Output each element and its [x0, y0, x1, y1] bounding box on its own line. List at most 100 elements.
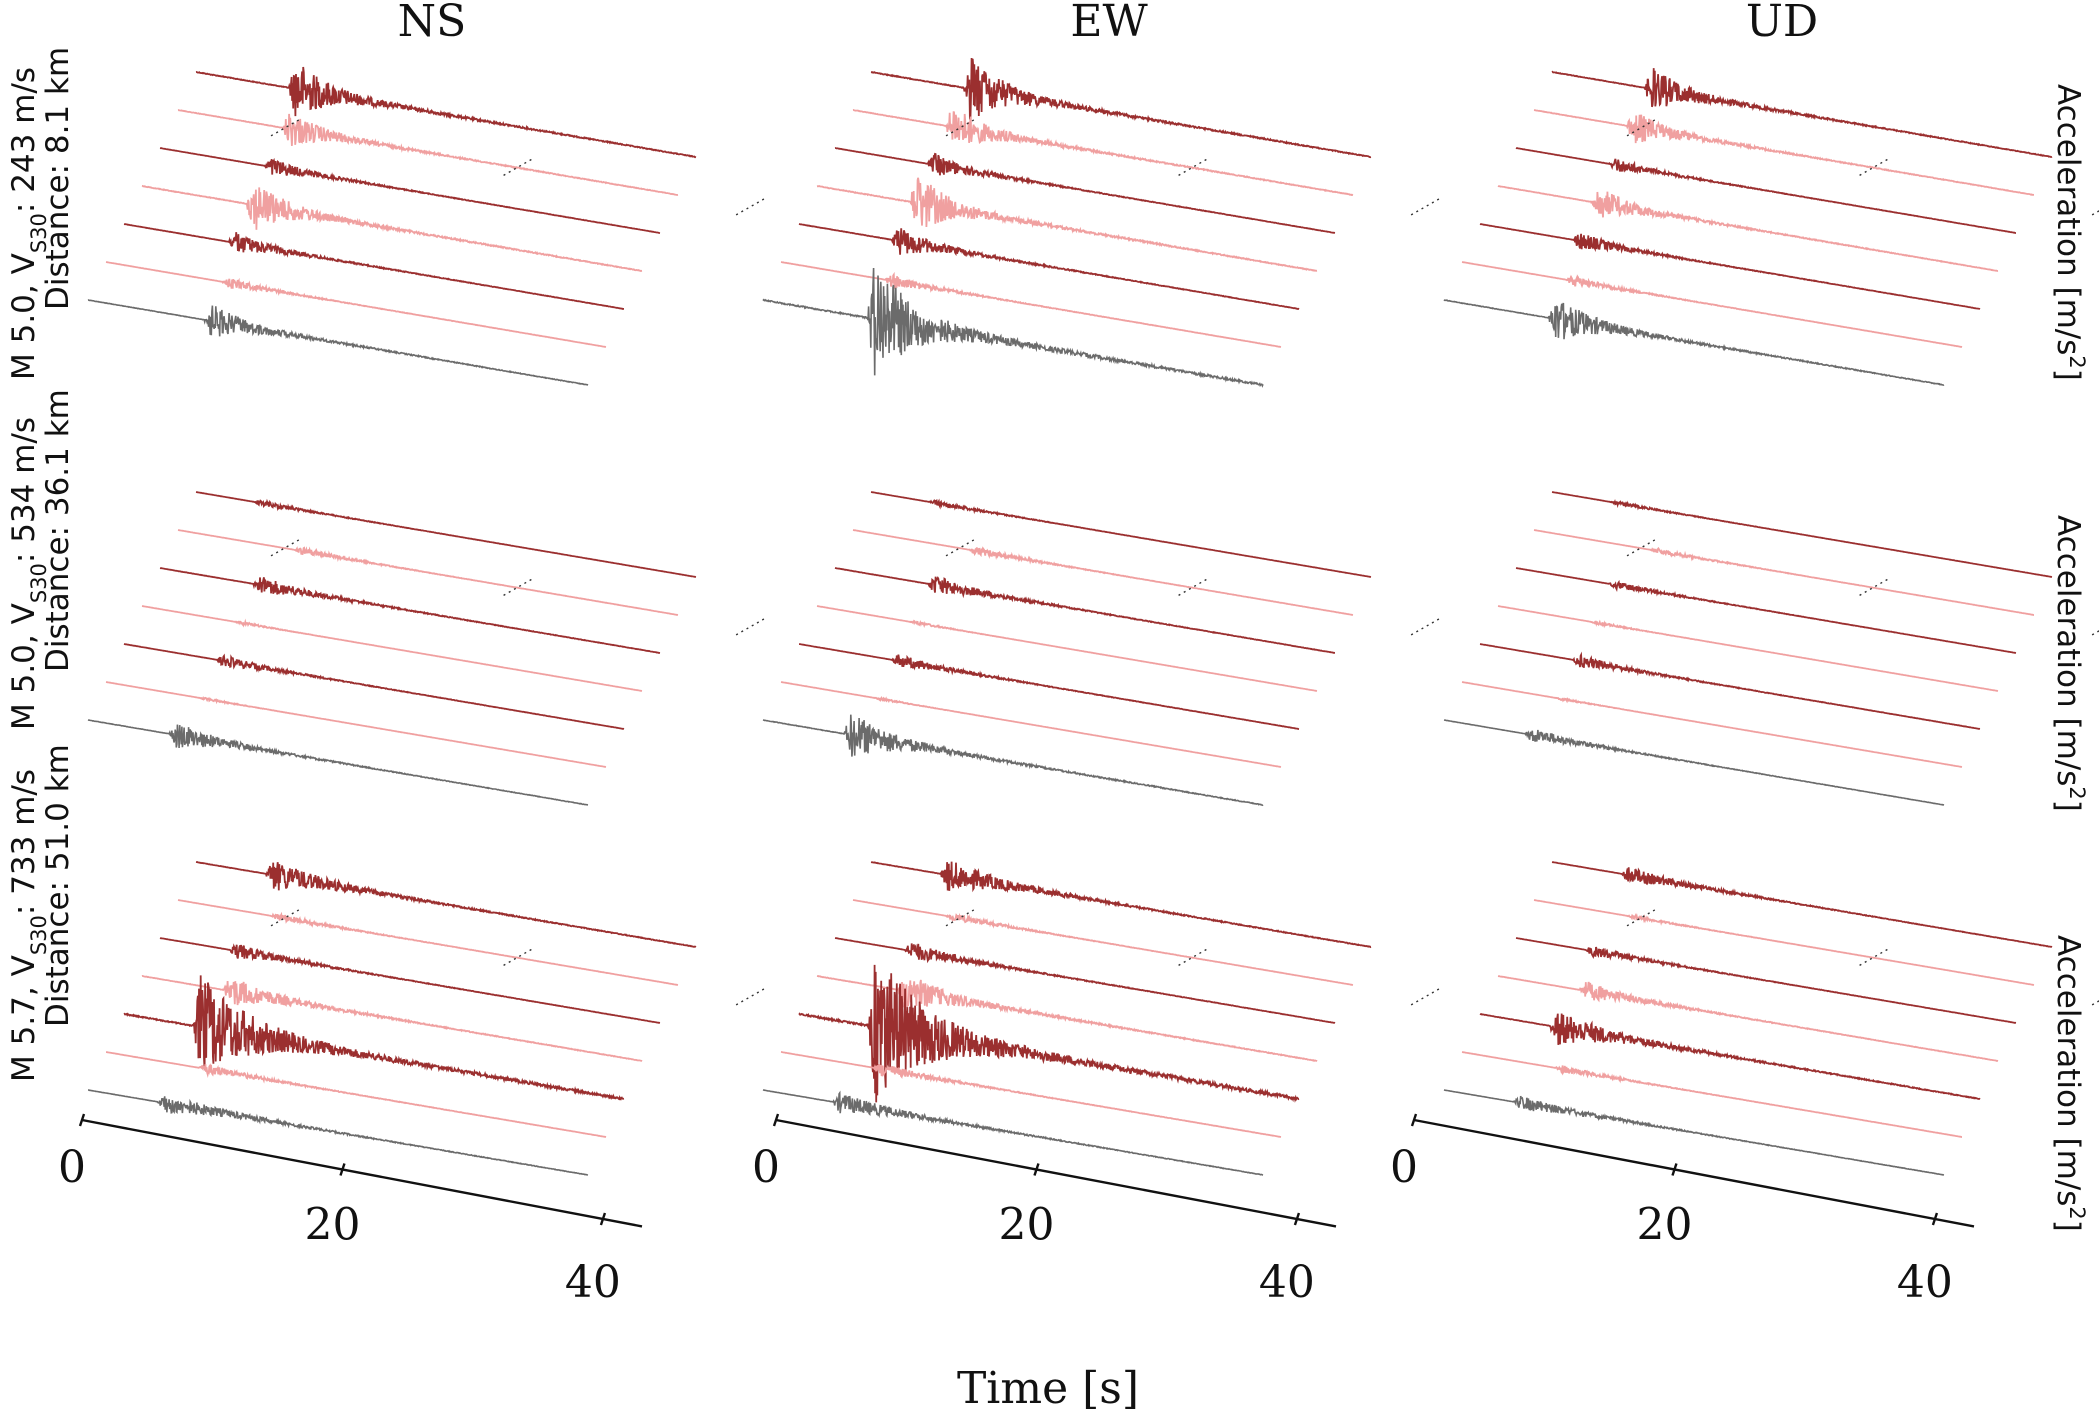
time-tick-ud-20 — [1671, 1163, 1678, 1176]
trace-row-2-ud-7 — [1551, 491, 2053, 578]
row-label-2-line1: M 5.0, VS30: 534 m/s — [6, 417, 51, 730]
trace-row-2-ud-3 — [1479, 643, 1981, 730]
dotted-guide-row-1-ew-3 — [1410, 198, 1440, 216]
column-titles: NS EW UD — [398, 0, 1819, 47]
trace-row-2-ew-1 — [762, 714, 1264, 807]
time-tick-label-ew-20: 20 — [998, 1199, 1054, 1250]
time-tick-ud-0 — [1410, 1113, 1418, 1127]
dotted-guide-row-3-ns-3 — [735, 988, 765, 1006]
trace-row-1-ns-1 — [87, 299, 589, 386]
trace-row-3-ud-4 — [1497, 975, 1999, 1063]
trace-row-1-ud-1 — [1443, 299, 1945, 386]
trace-row-2-ns-1 — [87, 719, 589, 806]
time-tick-label-ud-20: 20 — [1636, 1199, 1692, 1250]
dotted-guide-row-3-ud-3 — [2091, 1000, 2099, 1006]
time-tick-label-ew-0: 0 — [752, 1142, 780, 1193]
column-title-ew: EW — [1070, 0, 1148, 47]
row-label-2-line2: Distance: 36.1 km — [40, 389, 76, 672]
panel-row-2-ns — [87, 491, 765, 806]
trace-row-3-ew-7 — [870, 861, 1372, 949]
panel-row-3-ud — [1443, 861, 2099, 1176]
trace-row-2-ns-5 — [159, 567, 661, 654]
time-axis-ns — [81, 1118, 643, 1228]
trace-row-3-ew-6 — [852, 899, 1354, 986]
trace-row-1-ud-5 — [1515, 147, 2016, 234]
time-tick-ew-20 — [1033, 1163, 1040, 1176]
trace-row-3-ns-5 — [159, 937, 661, 1024]
trace-row-3-ew-5 — [834, 937, 1336, 1024]
trace-row-2-ud-5 — [1515, 567, 2017, 654]
panel-row-3-ew — [762, 861, 1440, 1176]
ylabel-row-2: Acceleration [m/s2] — [2050, 515, 2089, 812]
time-tick-label-ns-40: 40 — [565, 1257, 621, 1308]
trace-row-1-ns-6 — [177, 109, 679, 196]
trace-row-3-ew-3 — [798, 964, 1300, 1103]
trace-row-2-ew-6 — [852, 529, 1354, 616]
time-tick-label-ns-20: 20 — [304, 1199, 360, 1250]
trace-row-1-ud-2 — [1461, 261, 1963, 348]
trace-row-3-ud-3 — [1479, 1012, 1981, 1100]
trace-row-2-ew-3 — [799, 643, 1300, 730]
trace-row-2-ud-6 — [1533, 529, 2034, 616]
dotted-guide-row-2-ew-3 — [1410, 618, 1440, 636]
trace-row-3-ud-1 — [1443, 1089, 1945, 1176]
trace-row-3-ud-6 — [1533, 899, 2035, 986]
time-tick-ew-0 — [772, 1113, 780, 1127]
panel-row-2-ud — [1443, 491, 2099, 806]
trace-row-2-ud-1 — [1443, 719, 1945, 806]
dotted-guide-row-3-ew-3 — [1410, 988, 1440, 1006]
time-tick-ns-20 — [339, 1163, 346, 1176]
trace-row-3-ew-1 — [762, 1089, 1264, 1176]
ylabel-row-3: Acceleration [m/s2] — [2050, 935, 2089, 1232]
trace-row-1-ns-3 — [123, 223, 624, 310]
trace-row-3-ns-2 — [106, 1051, 607, 1138]
panel-row-3-ns — [88, 861, 765, 1176]
trace-row-1-ew-3 — [798, 223, 1300, 310]
panel-row-1-ew — [762, 57, 1440, 388]
trace-row-3-ud-7 — [1551, 861, 2053, 948]
trace-row-1-ew-1 — [762, 267, 1264, 388]
time-axis-ew — [775, 1118, 1337, 1228]
time-tick-label-ew-40: 40 — [1259, 1257, 1315, 1308]
trace-row-1-ew-6 — [852, 109, 1354, 197]
trace-row-3-ew-2 — [780, 1051, 1282, 1138]
trace-row-3-ns-4 — [141, 974, 643, 1062]
row-label-3-line1: M 5.7, VS30: 733 m/s — [6, 769, 51, 1082]
panel-row-2-ew — [762, 491, 1440, 807]
row-label-1-line1: M 5.0, VS30: 243 m/s — [6, 67, 51, 380]
ylabel-row-1: Acceleration [m/s2] — [2050, 84, 2089, 381]
x-axis-label: Time [s] — [957, 1363, 1139, 1414]
panel-row-1-ud — [1443, 68, 2099, 386]
trace-row-3-ns-3 — [123, 975, 625, 1101]
row-label-1-line2: Distance: 8.1 km — [40, 47, 76, 310]
trace-row-2-ns-3 — [123, 643, 625, 730]
trace-row-3-ns-1 — [88, 1089, 589, 1176]
trace-row-1-ud-6 — [1533, 109, 2034, 196]
time-axes: 0 20 40 0 20 40 0 20 40 — [58, 1113, 1975, 1308]
trace-row-2-ew-4 — [816, 605, 1318, 692]
panel-row-1-ns — [87, 66, 765, 386]
dotted-guide-row-1-ns-3 — [735, 198, 765, 216]
trace-row-1-ud-3 — [1479, 223, 1981, 310]
column-title-ns: NS — [398, 0, 467, 47]
time-tick-label-ud-0: 0 — [1390, 1142, 1418, 1193]
trace-row-3-ud-5 — [1515, 937, 2017, 1024]
trace-row-1-ew-4 — [816, 177, 1318, 272]
trace-row-3-ns-6 — [177, 899, 679, 986]
trace-row-3-ns-7 — [195, 861, 697, 948]
column-title-ud: UD — [1746, 0, 1818, 47]
time-tick-ew-40 — [1293, 1212, 1301, 1226]
dotted-guide-row-2-ns-3 — [735, 618, 765, 636]
trace-row-2-ns-2 — [105, 681, 607, 768]
trace-row-2-ew-7 — [870, 491, 1372, 578]
time-tick-label-ud-40: 40 — [1897, 1257, 1953, 1308]
trace-row-1-ud-7 — [1551, 68, 2053, 158]
trace-row-1-ew-7 — [870, 57, 1372, 159]
trace-row-2-ns-6 — [177, 529, 679, 616]
y-axis-labels: Acceleration [m/s2] Acceleration [m/s2] … — [2050, 84, 2089, 1232]
row-label-3-line2: Distance: 51.0 km — [40, 744, 76, 1027]
time-tick-ud-40 — [1931, 1212, 1939, 1226]
trace-row-2-ns-4 — [141, 605, 643, 692]
trace-row-1-ns-4 — [141, 184, 643, 273]
